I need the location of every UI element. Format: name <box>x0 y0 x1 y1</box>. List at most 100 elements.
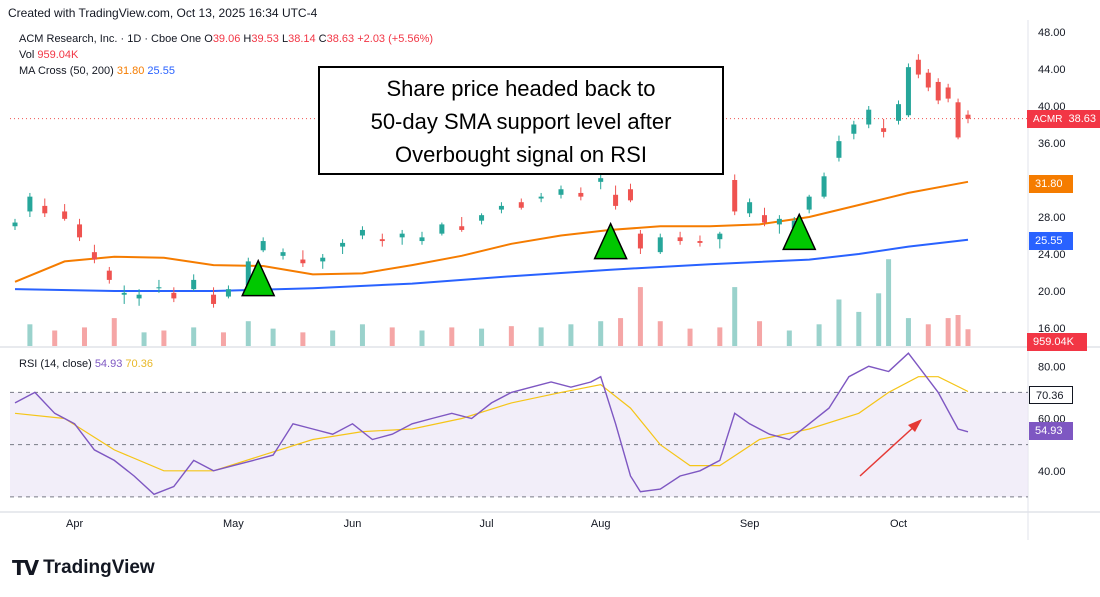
candle-body <box>340 242 346 247</box>
volume-legend[interactable]: Vol 959.04K <box>19 49 79 61</box>
volume-bar <box>81 327 87 346</box>
brand-name: TradingView <box>43 557 155 578</box>
candle-body <box>518 202 524 208</box>
time-axis-label: Aug <box>591 518 611 530</box>
volume-bar <box>191 327 197 346</box>
candle-body <box>697 241 703 243</box>
ma50-value: 31.80 <box>116 65 145 77</box>
candle-body <box>498 205 504 210</box>
annotation-line-3: Overbought signal on RSI <box>395 142 647 167</box>
volume-bar <box>618 318 624 346</box>
volume-bar <box>300 332 306 346</box>
candle-body <box>905 67 911 116</box>
candle-body <box>280 252 286 256</box>
arrow-head-icon <box>908 419 922 432</box>
volume-bar <box>245 321 251 346</box>
candle-body <box>955 102 961 138</box>
time-axis-label: Jul <box>480 518 494 530</box>
rsi-value: 54.93 <box>94 358 123 370</box>
candle-body <box>761 215 767 223</box>
price-axis-tick: 24.00 <box>1038 249 1066 261</box>
candle-body <box>419 237 425 242</box>
price-axis-tick: 44.00 <box>1038 64 1066 76</box>
rsi-axis-tick: 40.00 <box>1038 466 1066 478</box>
annotation-arrow <box>859 423 918 477</box>
candle-body <box>106 270 112 280</box>
candle-body <box>320 257 326 262</box>
volume-bar <box>270 328 276 346</box>
change-value: +2.03 (+5.56%) <box>357 33 434 45</box>
volume-bar <box>598 321 604 346</box>
symbol-legend: ACM Research, Inc. · 1D · Cboe One O39.0… <box>19 33 434 45</box>
rsi-line <box>14 352 969 496</box>
candle-body <box>171 292 177 299</box>
created-with-text: Created with TradingView.com, Oct 13, 20… <box>8 6 318 20</box>
candle-body <box>598 178 604 182</box>
candle-body <box>538 196 544 199</box>
volume-bar <box>925 324 931 346</box>
price-badge: ACMR 38.63 <box>1027 110 1100 128</box>
volume-bar <box>479 328 485 346</box>
volume-bar <box>111 318 117 346</box>
volume-bar <box>359 324 365 346</box>
candle-body <box>399 233 405 238</box>
volume-bar <box>419 330 425 346</box>
volume-bar <box>508 326 514 346</box>
candle-body <box>896 104 902 121</box>
ma200-badge: 25.55 <box>1029 232 1073 250</box>
candle-body <box>42 205 48 214</box>
candle-body <box>657 237 663 253</box>
candle-body <box>91 252 97 260</box>
price-axis-tick: 28.00 <box>1038 212 1066 224</box>
volume-bar <box>876 293 882 346</box>
candle-body <box>747 202 753 214</box>
volume-bar <box>955 315 961 346</box>
ma200-line <box>14 238 969 292</box>
support-arrow-icon <box>241 258 276 297</box>
candle-body <box>627 189 633 201</box>
candle-body <box>439 224 445 234</box>
rsi-legend[interactable]: RSI (14, close) 54.93 70.36 <box>19 358 153 370</box>
time-axis-label: Sep <box>740 518 760 530</box>
candle-body <box>836 141 842 158</box>
price-axis-tick: 20.00 <box>1038 286 1066 298</box>
close-value: 38.63 <box>326 33 355 45</box>
ma-legend[interactable]: MA Cross (50, 200) 31.80 25.55 <box>19 65 175 77</box>
ma50-badge: 31.80 <box>1029 175 1073 193</box>
volume-bar <box>786 330 792 346</box>
volume-bar <box>27 324 33 346</box>
volume-bar <box>905 318 911 346</box>
annotation-box: Share price headed back to 50-day SMA su… <box>318 66 724 175</box>
candle-body <box>637 233 643 249</box>
candle-body <box>732 180 738 212</box>
candle-body <box>578 192 584 197</box>
candle-body <box>260 241 266 251</box>
candle-body <box>851 124 857 134</box>
candle-body <box>359 229 365 236</box>
tradingview-logo[interactable]: TV TradingView <box>12 556 155 580</box>
rsi-ma-line <box>14 376 969 472</box>
candle-body <box>191 279 197 290</box>
rsi-ma-badge: 70.36 <box>1029 386 1073 404</box>
candle-body <box>677 237 683 242</box>
volume-bar <box>220 332 226 346</box>
volume-badge: 959.04K <box>1027 333 1087 351</box>
price-axis-tick: 16.00 <box>1038 323 1066 335</box>
symbol-name[interactable]: ACM Research, Inc. · 1D · Cboe One <box>19 33 202 45</box>
price-axis-tick: 48.00 <box>1038 27 1066 39</box>
high-value: 39.53 <box>251 33 279 45</box>
volume-bar <box>52 330 58 346</box>
candle-body <box>717 233 723 240</box>
candle-body <box>225 289 231 297</box>
volume-bar <box>856 311 862 346</box>
volume-bar <box>732 287 738 346</box>
time-axis-label: May <box>223 518 244 530</box>
candle-body <box>379 239 385 242</box>
candle-body <box>776 218 782 225</box>
candle-body <box>925 72 931 88</box>
candle-body <box>935 81 941 101</box>
candle-body <box>27 196 33 212</box>
volume-bar <box>687 328 693 346</box>
price-axis-tick: 36.00 <box>1038 138 1066 150</box>
